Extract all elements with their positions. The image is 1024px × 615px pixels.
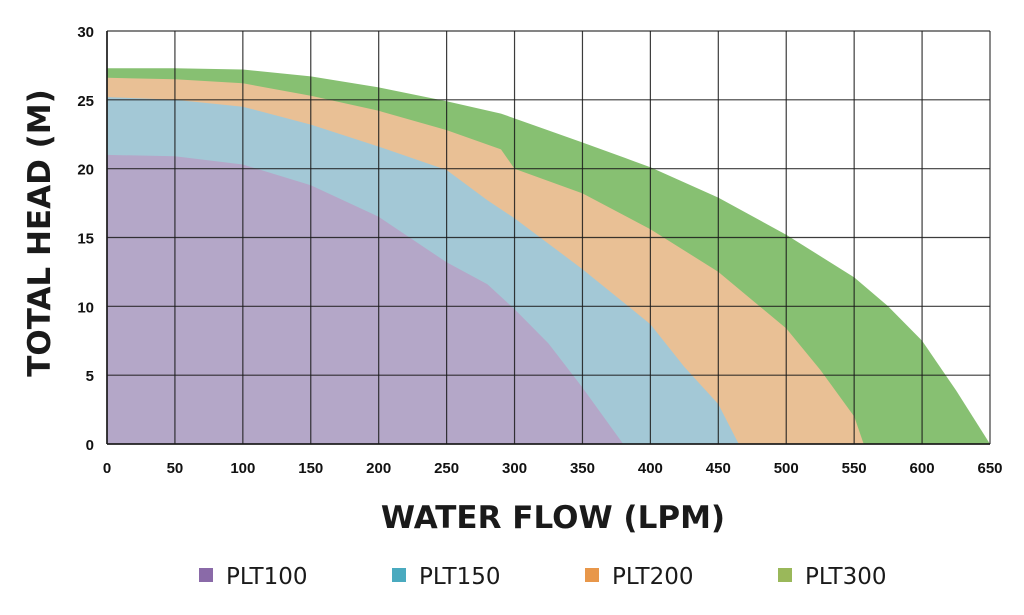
legend-swatch xyxy=(392,568,406,582)
y-tick-label: 5 xyxy=(86,368,94,385)
series-areas xyxy=(107,68,990,445)
y-axis-title: TOTAL HEAD (M) xyxy=(22,89,58,377)
x-tick-label: 300 xyxy=(502,460,527,477)
x-tick-label: 100 xyxy=(230,460,255,477)
x-tick-label: 150 xyxy=(298,460,323,477)
x-tick-label: 450 xyxy=(706,460,731,477)
y-tick-label: 15 xyxy=(77,231,94,248)
legend-swatch xyxy=(778,568,792,582)
legend-label: PLT200 xyxy=(612,564,693,590)
y-tick-label: 25 xyxy=(77,93,94,110)
legend-label: PLT300 xyxy=(805,564,886,590)
legend-label: PLT150 xyxy=(419,564,500,590)
x-axis-title: WATER FLOW (LPM) xyxy=(381,500,725,536)
grid-lines xyxy=(106,30,991,445)
legend-item-plt150: PLT150 xyxy=(392,564,500,590)
area-plt100 xyxy=(107,154,624,444)
x-tick-label: 50 xyxy=(167,460,184,477)
y-tick-label: 0 xyxy=(86,437,94,454)
x-tick-label: 250 xyxy=(434,460,459,477)
y-tick-labels: 0 5 10 15 20 25 30 xyxy=(77,24,94,454)
legend-swatch xyxy=(585,568,599,582)
y-tick-label: 10 xyxy=(77,299,94,316)
legend-item-plt200: PLT200 xyxy=(585,564,693,590)
legend: PLT100 PLT150 PLT200 PLT300 xyxy=(199,564,886,590)
x-tick-labels: 0 50 100 150 200 250 300 350 400 450 500 550 600 650 xyxy=(103,460,1003,477)
x-tick-label: 600 xyxy=(910,460,935,477)
x-tick-label: 0 xyxy=(103,460,111,477)
x-tick-label: 550 xyxy=(842,460,867,477)
x-tick-label: 400 xyxy=(638,460,663,477)
y-tick-label: 20 xyxy=(77,162,94,179)
x-tick-label: 200 xyxy=(366,460,391,477)
legend-label: PLT100 xyxy=(226,564,307,590)
x-tick-label: 350 xyxy=(570,460,595,477)
legend-swatch xyxy=(199,568,213,582)
y-tick-label: 30 xyxy=(77,24,94,41)
x-tick-label: 500 xyxy=(774,460,799,477)
legend-item-plt300: PLT300 xyxy=(778,564,886,590)
x-tick-label: 650 xyxy=(977,460,1002,477)
legend-item-plt100: PLT100 xyxy=(199,564,307,590)
